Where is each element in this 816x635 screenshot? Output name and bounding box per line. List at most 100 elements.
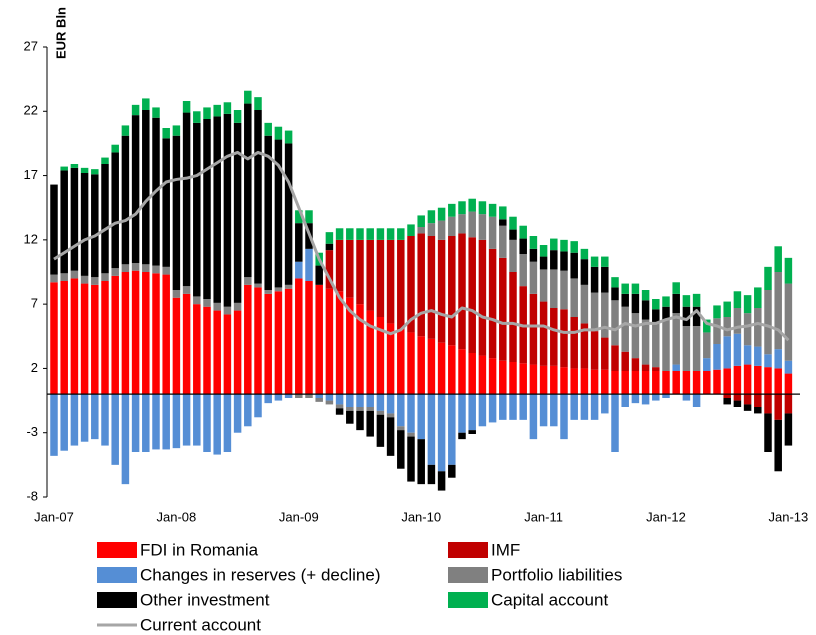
bar-segment	[652, 322, 660, 368]
bar-segment	[315, 284, 323, 395]
bar-segment	[182, 112, 191, 287]
bar-segment	[682, 394, 691, 401]
bar-segment	[458, 201, 466, 215]
bar-segment	[80, 275, 89, 284]
bar-segment	[162, 394, 170, 450]
bar-segment	[611, 287, 619, 301]
bar-segment	[152, 273, 160, 395]
bar-segment	[101, 157, 109, 164]
bar-segment	[417, 394, 425, 440]
bar-segment	[641, 290, 650, 301]
bar-segment	[152, 107, 160, 118]
bar-segment	[784, 394, 793, 414]
bar-segment	[478, 239, 487, 356]
bar-segment	[621, 283, 629, 294]
bar-segment	[121, 272, 130, 395]
bar-segment	[733, 365, 742, 395]
bar-segment	[468, 198, 476, 212]
bar-segment	[325, 400, 334, 405]
bar-segment	[356, 239, 364, 305]
bar-segment	[529, 248, 538, 262]
bar-segment	[580, 259, 589, 285]
bar-segment	[121, 125, 130, 136]
bar-segment	[478, 355, 487, 395]
bar-segment	[560, 367, 568, 395]
bar-segment	[397, 430, 405, 469]
bar-segment	[274, 139, 283, 288]
bar-segment	[723, 394, 731, 398]
bar-segment	[315, 394, 323, 398]
bar-segment	[539, 269, 548, 302]
bar-segment	[284, 130, 293, 144]
bar-segment	[121, 135, 130, 265]
bar-segment	[274, 287, 283, 292]
bar-segment	[672, 293, 680, 314]
bar-segment	[743, 394, 752, 405]
bar-segment	[397, 394, 405, 427]
bar-segment	[91, 394, 99, 440]
bar-segment	[254, 283, 262, 288]
bar-segment	[427, 210, 436, 224]
bar-segment	[468, 211, 476, 238]
bar-segment	[427, 464, 436, 485]
y-tick-label: 27	[24, 38, 38, 53]
bar-segment	[458, 349, 466, 395]
bar-segment	[621, 351, 629, 371]
bar-segment	[458, 214, 466, 234]
bar-segment	[539, 394, 548, 427]
bar-segment	[437, 220, 446, 240]
bar-segment	[101, 273, 109, 281]
bar-segment	[182, 101, 191, 113]
bar-segment	[142, 264, 150, 272]
bar-segment	[764, 354, 772, 368]
legend-swatch	[97, 567, 137, 583]
bar-segment	[162, 274, 170, 395]
bar-segment	[203, 119, 211, 299]
bar-segment	[743, 313, 752, 346]
bar-segment	[499, 257, 507, 361]
bar-segment	[601, 394, 609, 414]
bar-segment	[539, 301, 548, 366]
bar-segment	[631, 313, 640, 359]
bar-segment	[478, 394, 487, 427]
bar-segment	[386, 323, 395, 395]
bar-segment	[733, 308, 742, 334]
bar-segment	[376, 394, 385, 411]
bar-segment	[315, 398, 323, 402]
bar-segment	[264, 293, 272, 395]
bar-segment	[672, 313, 680, 365]
bar-segment	[91, 169, 99, 175]
y-tick-label: 7	[31, 296, 38, 311]
bar-segment	[50, 394, 58, 456]
bar-segment	[570, 278, 578, 317]
bar-segment	[193, 394, 201, 446]
bar-segment	[550, 250, 558, 270]
bar-segment	[346, 239, 354, 298]
bar-segment	[213, 302, 221, 311]
bar-segment	[570, 368, 578, 395]
bar-segment	[305, 248, 313, 281]
bar-segment	[325, 394, 334, 401]
bar-segment	[254, 394, 262, 418]
bar-segment	[284, 284, 293, 289]
bar-segment	[652, 367, 660, 371]
bar-segment	[682, 326, 691, 371]
bar-segment	[223, 314, 232, 395]
bar-segment	[509, 272, 517, 362]
x-tick-label: Jan-09	[279, 509, 319, 524]
bar-segment	[560, 270, 568, 310]
bar-segment	[305, 281, 313, 395]
bar-segment	[274, 126, 283, 140]
bar-segment	[60, 170, 68, 274]
bar-segment	[468, 237, 476, 353]
bar-segment	[529, 261, 538, 294]
bar-segment	[70, 278, 79, 395]
bar-segment	[386, 417, 395, 456]
legend-label: Changes in reserves (+ decline)	[140, 565, 380, 584]
bar-segment	[356, 228, 364, 240]
bar-segment	[641, 364, 650, 371]
y-tick-label: 12	[24, 231, 38, 246]
bar-segment	[764, 394, 772, 414]
bar-segment	[590, 369, 599, 395]
